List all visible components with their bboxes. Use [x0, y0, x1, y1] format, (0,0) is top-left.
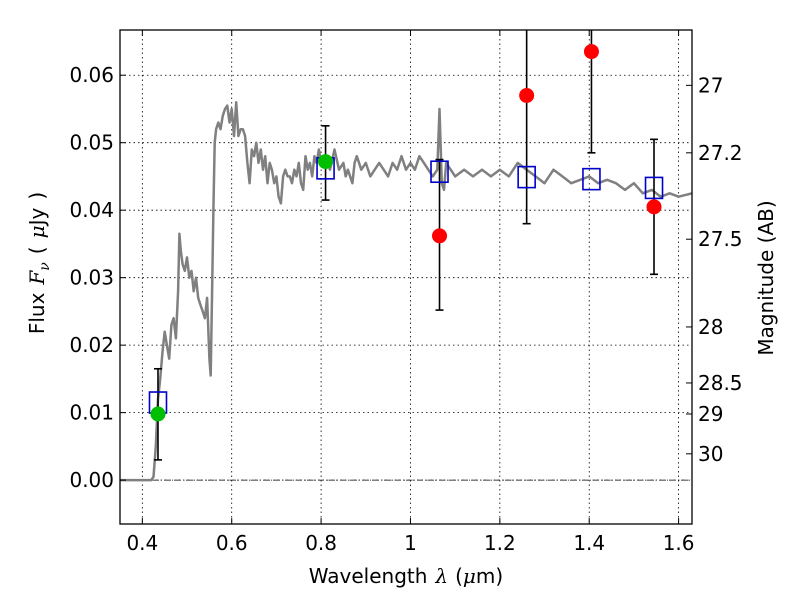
x-tick-label: 1.6 — [663, 531, 695, 555]
y2-tick-label: 30 — [698, 442, 723, 466]
y-tick-label: 0.04 — [69, 198, 114, 222]
y2-tick-label: 27.2 — [698, 141, 743, 165]
x-tick-label: 0.6 — [216, 531, 248, 555]
y2-tick-label: 28.5 — [698, 371, 743, 395]
y-tick-label: 0.05 — [69, 131, 114, 155]
y-tick-label: 0.01 — [69, 401, 114, 425]
y-tick-label: 0.02 — [69, 333, 114, 357]
y2-tick-label: 27 — [698, 73, 723, 97]
y-tick-label: 0.03 — [69, 266, 114, 290]
red-point — [646, 199, 662, 215]
y-axis-label: FluxFν(μJy) — [25, 192, 53, 334]
y2-tick-label: 29 — [698, 402, 723, 426]
plot-frame — [119, 29, 693, 525]
y-tick-label: 0.06 — [69, 63, 114, 87]
model-band-square — [517, 165, 536, 189]
model-band-square — [430, 160, 449, 184]
model-band-square — [644, 176, 664, 200]
y2-tick-label: 28 — [698, 315, 723, 339]
red-point — [583, 44, 599, 60]
x-tick-label: 0.8 — [305, 531, 337, 555]
red-point — [432, 228, 448, 244]
x-tick-label: 0.4 — [126, 531, 158, 555]
y2-tick-label: 27.5 — [698, 227, 743, 251]
model-spectrum-line — [120, 100, 692, 482]
green-point — [318, 154, 334, 170]
x-axis-label: Wavelength λ (μm) — [309, 564, 503, 588]
axes-ticks: 0.4 0.6 0.8 1 1.2 1.4 1.6 0.00 0.01 0.02 0.03 0.04 0… — [69, 30, 743, 555]
grid — [120, 30, 692, 524]
y2-axis-label: Magnitude (AB) — [754, 200, 778, 355]
x-tick-label: 1 — [404, 531, 417, 555]
x-tick-label: 1.2 — [484, 531, 516, 555]
green-point — [150, 406, 166, 422]
y-tick-label: 0.00 — [69, 468, 114, 492]
x-tick-label: 1.4 — [573, 531, 605, 555]
plot-area — [120, 30, 692, 482]
model-band-square — [582, 167, 601, 191]
red-point — [519, 87, 535, 103]
